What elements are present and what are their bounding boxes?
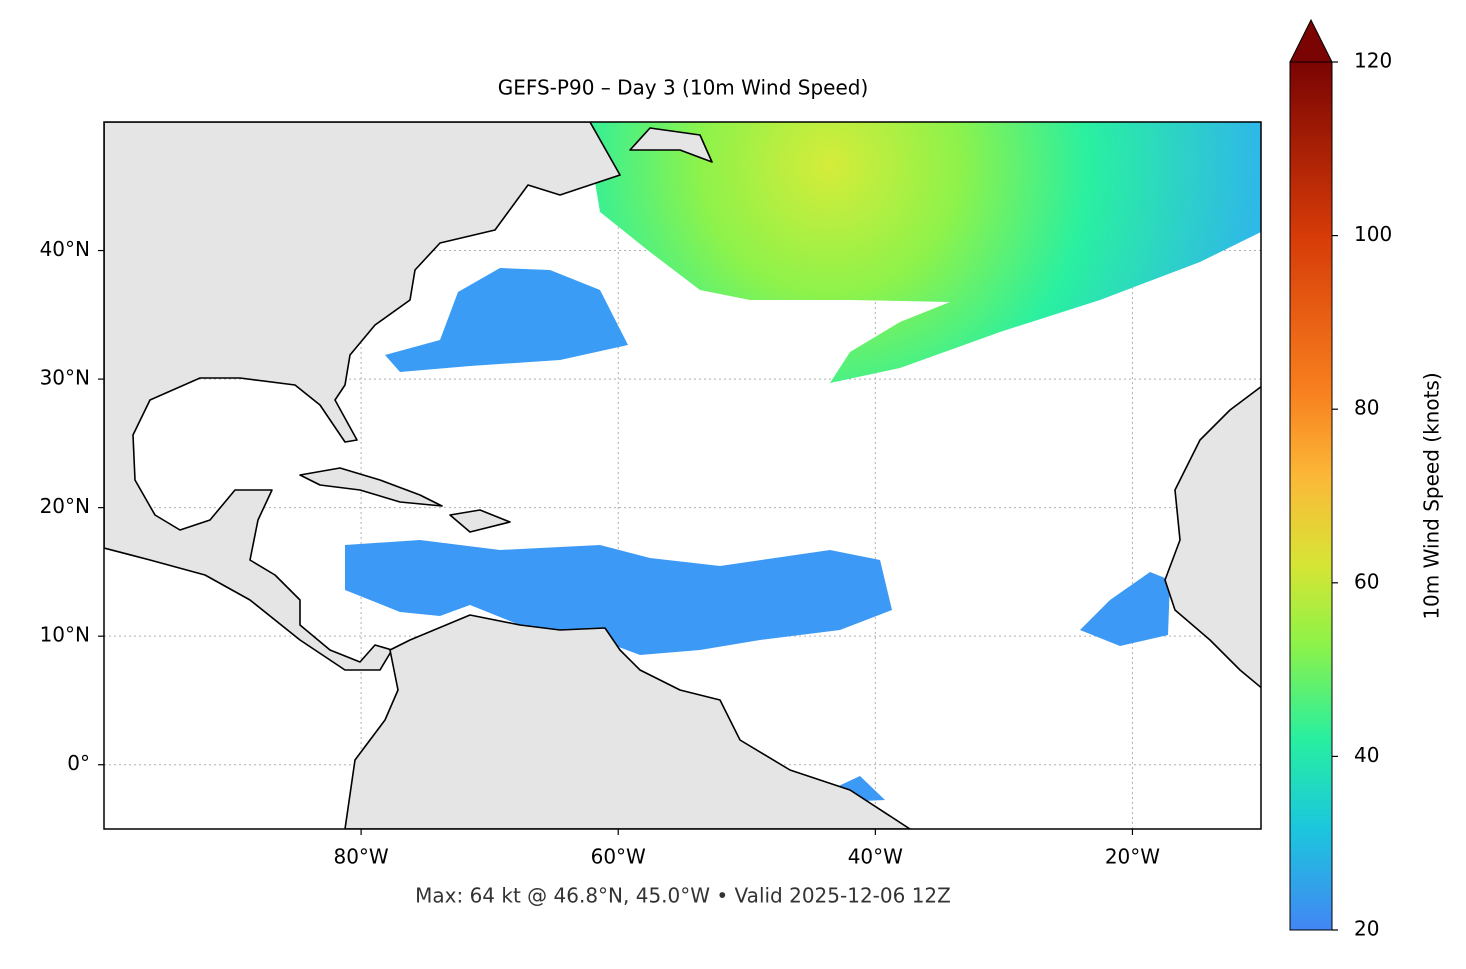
colorbar-tick-label: 100: [1354, 222, 1392, 246]
colorbar-tick-label: 120: [1354, 49, 1392, 73]
x-tick-label: 80°W: [333, 845, 388, 869]
map-frame: [103, 121, 1262, 830]
footnote: Max: 64 kt @ 46.8°N, 45.0°W • Valid 2025…: [415, 884, 951, 908]
land-hispaniola: [449, 509, 511, 533]
colorbar: [1289, 61, 1333, 931]
wind-subtropical: [385, 268, 628, 372]
wind-north-atlantic: [560, 122, 1261, 383]
x-tick-label: 20°W: [1105, 845, 1160, 869]
colorbar-label: 10m Wind Speed (knots): [1420, 372, 1444, 619]
wind-east-atlantic: [1080, 572, 1170, 646]
y-tick-label: 10°N: [40, 623, 90, 647]
land-north-america: [104, 122, 621, 671]
colorbar-tick-label: 20: [1354, 917, 1379, 941]
colorbar-tick-label: 40: [1354, 743, 1379, 767]
colorbar-tick-label: 60: [1354, 569, 1379, 593]
land-africa: [1164, 385, 1261, 689]
wind-caribbean: [345, 540, 892, 655]
land-south-america: [344, 614, 911, 829]
x-tick-label: 40°W: [848, 845, 903, 869]
y-tick-label: 40°N: [40, 237, 90, 261]
map-area: [104, 122, 1261, 829]
x-tick-label: 60°W: [591, 845, 646, 869]
colorbar-extend: [1289, 18, 1333, 63]
colorbar-tick-label: 80: [1354, 396, 1379, 420]
land-cuba: [299, 467, 443, 507]
y-tick-label: 0°: [67, 751, 90, 775]
land-newfoundland: [629, 127, 713, 163]
y-tick-label: 30°N: [40, 366, 90, 390]
y-tick-label: 20°N: [40, 494, 90, 518]
chart-title: GEFS-P90 – Day 3 (10m Wind Speed): [498, 76, 869, 100]
